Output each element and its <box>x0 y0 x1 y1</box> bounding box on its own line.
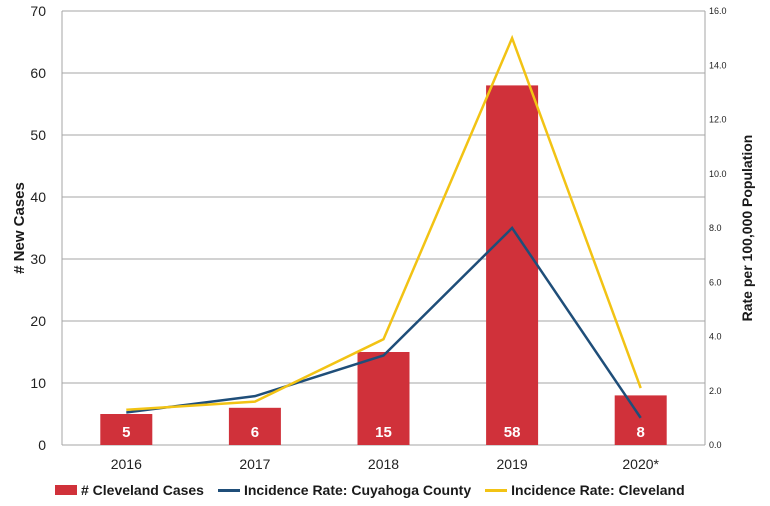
bar-data-label: 5 <box>122 424 130 441</box>
y-tick-label: 10 <box>30 375 46 391</box>
y2-tick-label: 0.0 <box>709 440 722 450</box>
line-cuyahoga-rate <box>126 226 642 419</box>
legend-swatch-cases <box>55 485 77 495</box>
y2-tick-label: 14.0 <box>709 60 727 70</box>
y2-tick-label: 4.0 <box>709 332 722 342</box>
legend-item-cleveland-cases: # Cleveland Cases <box>55 482 204 498</box>
y-tick-label: 50 <box>30 127 46 143</box>
y2-tick-label: 6.0 <box>709 277 722 287</box>
bar <box>100 414 153 445</box>
y2-tick-label: 10.0 <box>709 169 727 179</box>
bar-data-label: 8 <box>637 424 645 441</box>
line-cleveland-rate <box>126 34 642 411</box>
bar <box>486 85 539 446</box>
y2-axis-title: Rate per 100,000 Population <box>739 135 755 322</box>
x-tick-label: 2016 <box>111 456 142 472</box>
bar-data-label: 58 <box>504 424 521 441</box>
bar-data-label: 15 <box>375 424 392 441</box>
bar <box>357 352 410 445</box>
x-tick-label: 2019 <box>497 456 528 472</box>
bar-data-label: 6 <box>251 424 259 441</box>
legend-label-cases: # Cleveland Cases <box>81 482 204 498</box>
y-tick-label: 30 <box>30 251 46 267</box>
x-tick-label: 2018 <box>368 456 399 472</box>
legend-item-cleveland-rate: Incidence Rate: Cleveland <box>485 482 685 498</box>
y-tick-label: 20 <box>30 313 46 329</box>
bar <box>614 395 667 445</box>
y-axis-title: # New Cases <box>11 182 28 274</box>
y-tick-label: 40 <box>30 189 46 205</box>
y-tick-label: 60 <box>30 65 46 81</box>
legend-swatch-cleveland <box>485 488 508 492</box>
y2-tick-label: 2.0 <box>709 386 722 396</box>
legend-label-cuyahoga: Incidence Rate: Cuyahoga County <box>243 482 472 498</box>
legend-item-cuyahoga-rate: Incidence Rate: Cuyahoga County <box>217 482 472 498</box>
y2-tick-label: 8.0 <box>709 223 722 233</box>
y2-tick-label: 16.0 <box>709 6 727 16</box>
bar <box>228 407 281 445</box>
x-tick-label: 2020* <box>622 456 659 472</box>
legend-label-cleveland: Incidence Rate: Cleveland <box>511 482 685 498</box>
y2-tick-label: 12.0 <box>709 115 727 125</box>
y-tick-label: 0 <box>38 437 46 453</box>
legend: # Cleveland Cases Incidence Rate: Cuyaho… <box>55 482 699 498</box>
legend-swatch-cuyahoga <box>217 488 240 492</box>
y-tick-label: 70 <box>30 3 46 19</box>
x-tick-label: 2017 <box>239 456 270 472</box>
